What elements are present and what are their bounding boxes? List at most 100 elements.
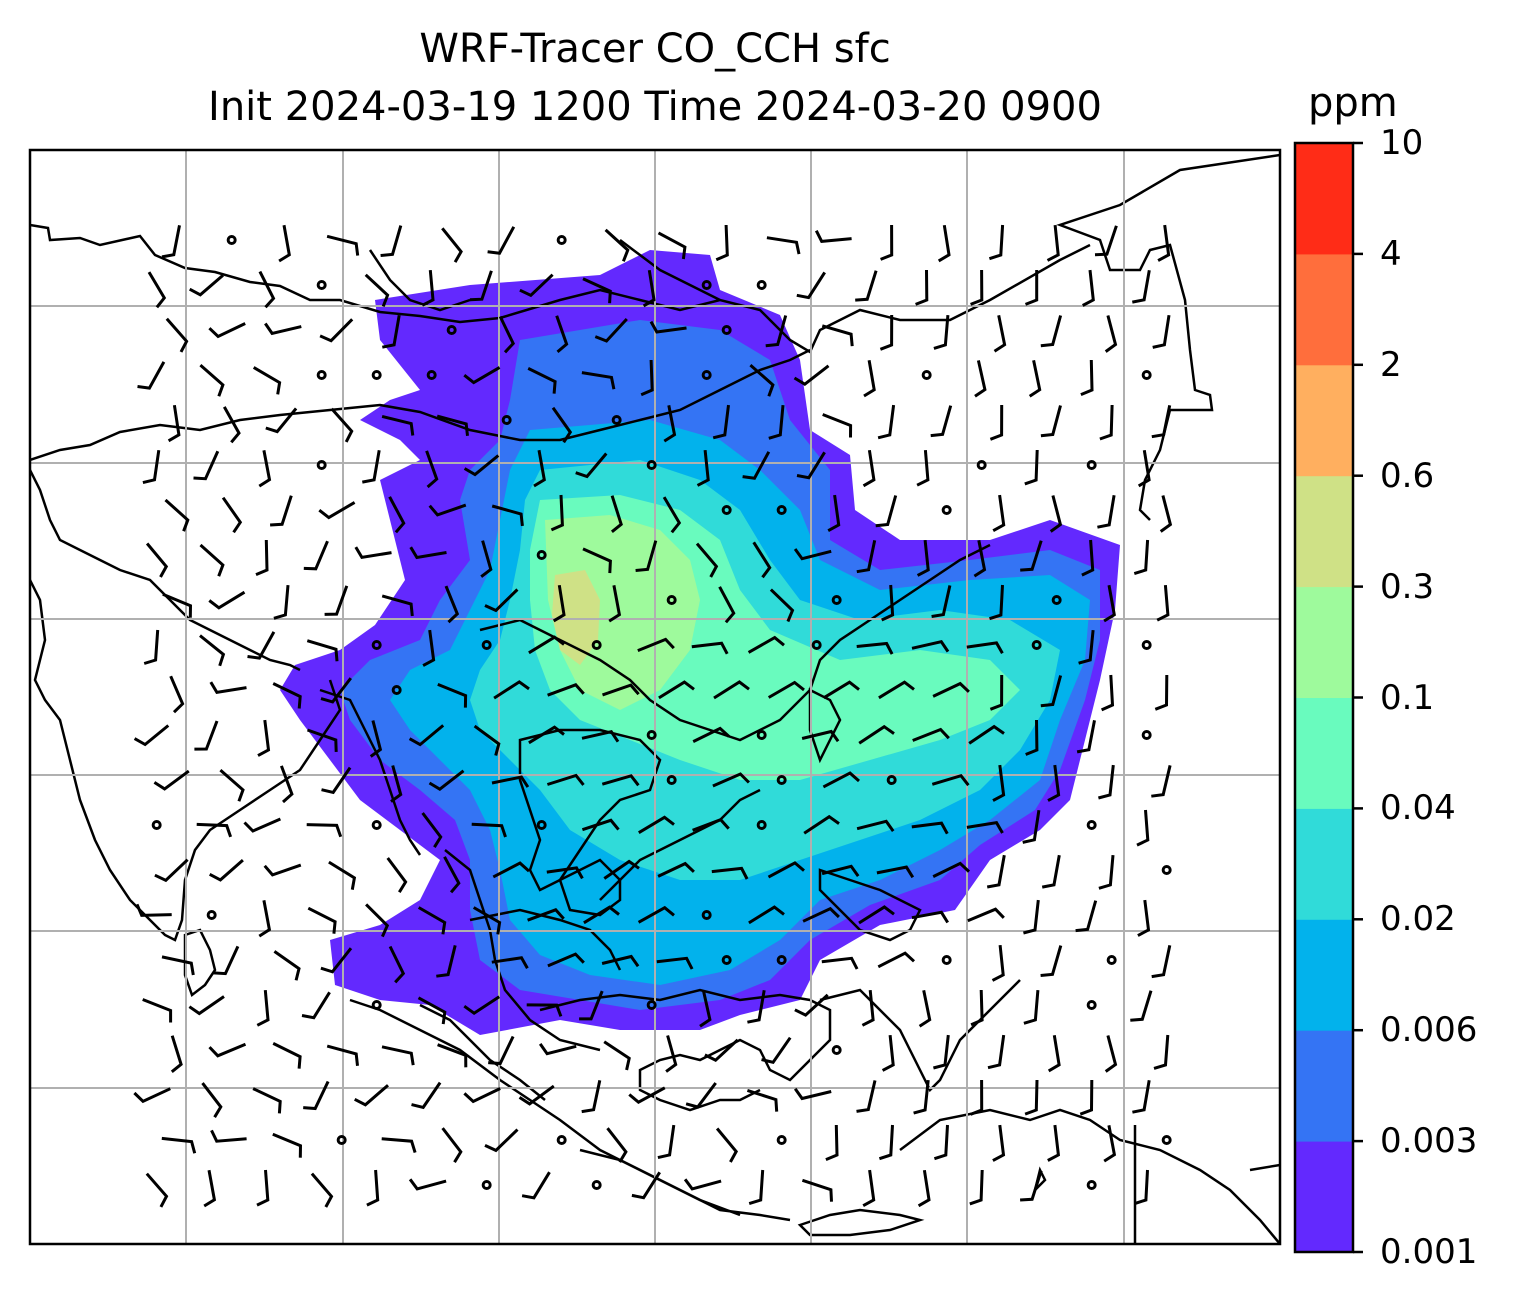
calm-wind-marker xyxy=(536,550,547,560)
wind-barb xyxy=(761,1036,792,1064)
wind-barb xyxy=(491,504,524,527)
wind-barb xyxy=(417,906,447,935)
wind-barb xyxy=(546,866,584,880)
wind-barb xyxy=(1023,899,1040,935)
wind-barb xyxy=(381,1137,417,1154)
wind-barb xyxy=(821,864,860,877)
wind-barb xyxy=(1028,359,1042,398)
wind-barb xyxy=(326,234,360,256)
colorbar-tick-label: 0.001 xyxy=(1380,1232,1478,1272)
wind-barb xyxy=(257,719,271,757)
wind-barb xyxy=(878,680,915,700)
wind-barb xyxy=(1136,809,1150,847)
wind-barb xyxy=(1081,539,1095,577)
map-frame xyxy=(28,148,1282,1246)
colorbar-tick-label: 0.006 xyxy=(1380,1010,1478,1051)
wind-barb xyxy=(685,1082,717,1109)
wind-barb xyxy=(794,993,829,1017)
wind-barb xyxy=(303,1080,330,1111)
wind-barb xyxy=(1024,1079,1039,1116)
wind-barb xyxy=(581,371,616,390)
calm-wind-marker xyxy=(151,820,162,830)
wind-barb xyxy=(601,954,640,968)
wind-barb xyxy=(463,995,501,1016)
wind-barb xyxy=(1079,1079,1094,1116)
wind-barb xyxy=(201,1082,223,1118)
wind-barb xyxy=(917,1169,931,1208)
wind-barb xyxy=(991,944,1005,982)
wind-barb xyxy=(768,404,785,440)
wind-barb xyxy=(695,542,719,578)
wind-barb xyxy=(421,812,443,848)
wind-barb xyxy=(409,546,447,560)
wind-barb xyxy=(1047,764,1061,802)
wind-barb xyxy=(380,225,403,257)
wind-barb xyxy=(1132,269,1151,304)
wind-barb xyxy=(801,729,840,743)
wind-barb xyxy=(411,1081,442,1110)
wind-barb xyxy=(365,903,390,938)
wind-barb xyxy=(310,1172,334,1208)
wind-barb xyxy=(354,1084,389,1107)
wind-barb xyxy=(1022,809,1041,844)
wind-barb xyxy=(364,273,390,307)
calm-wind-marker xyxy=(776,955,787,965)
calm-wind-marker xyxy=(1086,460,1097,470)
wind-barb xyxy=(527,367,557,394)
wind-barb xyxy=(966,641,1004,655)
wind-barb xyxy=(443,856,461,894)
wind-barb xyxy=(1078,629,1095,665)
calm-wind-marker xyxy=(1141,730,1152,740)
wind-barb xyxy=(381,1045,415,1066)
wind-barb xyxy=(822,413,853,438)
wind-barb xyxy=(911,821,949,835)
colorbar-tick-label: 0.02 xyxy=(1380,899,1456,940)
wind-barb xyxy=(388,945,406,984)
calm-wind-marker xyxy=(646,730,657,740)
wind-barb xyxy=(814,230,852,243)
wind-barb xyxy=(491,956,529,969)
wind-barb xyxy=(1046,224,1060,262)
wind-barb xyxy=(307,906,337,934)
wind-barb xyxy=(270,495,293,527)
wind-barb xyxy=(748,1169,765,1206)
calm-wind-marker xyxy=(611,415,622,425)
wind-barb xyxy=(858,905,895,925)
wind-barb xyxy=(1132,1079,1151,1114)
wind-barb xyxy=(488,1035,515,1066)
wind-barb xyxy=(742,451,771,480)
wind-barb xyxy=(552,584,566,623)
wind-barb xyxy=(973,540,987,578)
wind-barb xyxy=(444,585,460,624)
calm-wind-marker xyxy=(481,1180,492,1190)
wind-barb xyxy=(696,449,710,487)
wind-barb xyxy=(301,991,331,1020)
wind-barb xyxy=(711,866,749,880)
wind-barb xyxy=(575,452,608,479)
calm-wind-marker xyxy=(721,325,732,335)
wind-barb xyxy=(386,857,408,893)
wind-barb xyxy=(555,315,569,354)
wind-barb xyxy=(1156,584,1170,622)
wind-barb xyxy=(252,1087,282,1114)
wind-barb xyxy=(876,865,915,879)
wind-barb xyxy=(699,990,712,1028)
calm-wind-marker xyxy=(371,370,382,380)
wind-barb xyxy=(320,947,353,974)
wind-barb xyxy=(272,1132,303,1158)
wind-barb xyxy=(1020,1170,1043,1202)
wind-barb xyxy=(492,861,530,879)
colorbar-tick-label: 2 xyxy=(1380,344,1402,385)
wind-barb xyxy=(208,590,246,610)
wind-barb xyxy=(408,724,445,747)
wind-barb xyxy=(658,680,695,700)
wind-barb xyxy=(581,1079,602,1114)
wind-barb xyxy=(263,863,302,877)
wind-barb xyxy=(970,269,984,306)
wind-barb xyxy=(968,724,1005,745)
wind-barb xyxy=(417,996,447,1025)
wind-barb xyxy=(932,861,971,878)
wind-barb xyxy=(970,1079,984,1116)
wind-barb xyxy=(133,1087,171,1104)
wind-barb xyxy=(880,224,894,261)
